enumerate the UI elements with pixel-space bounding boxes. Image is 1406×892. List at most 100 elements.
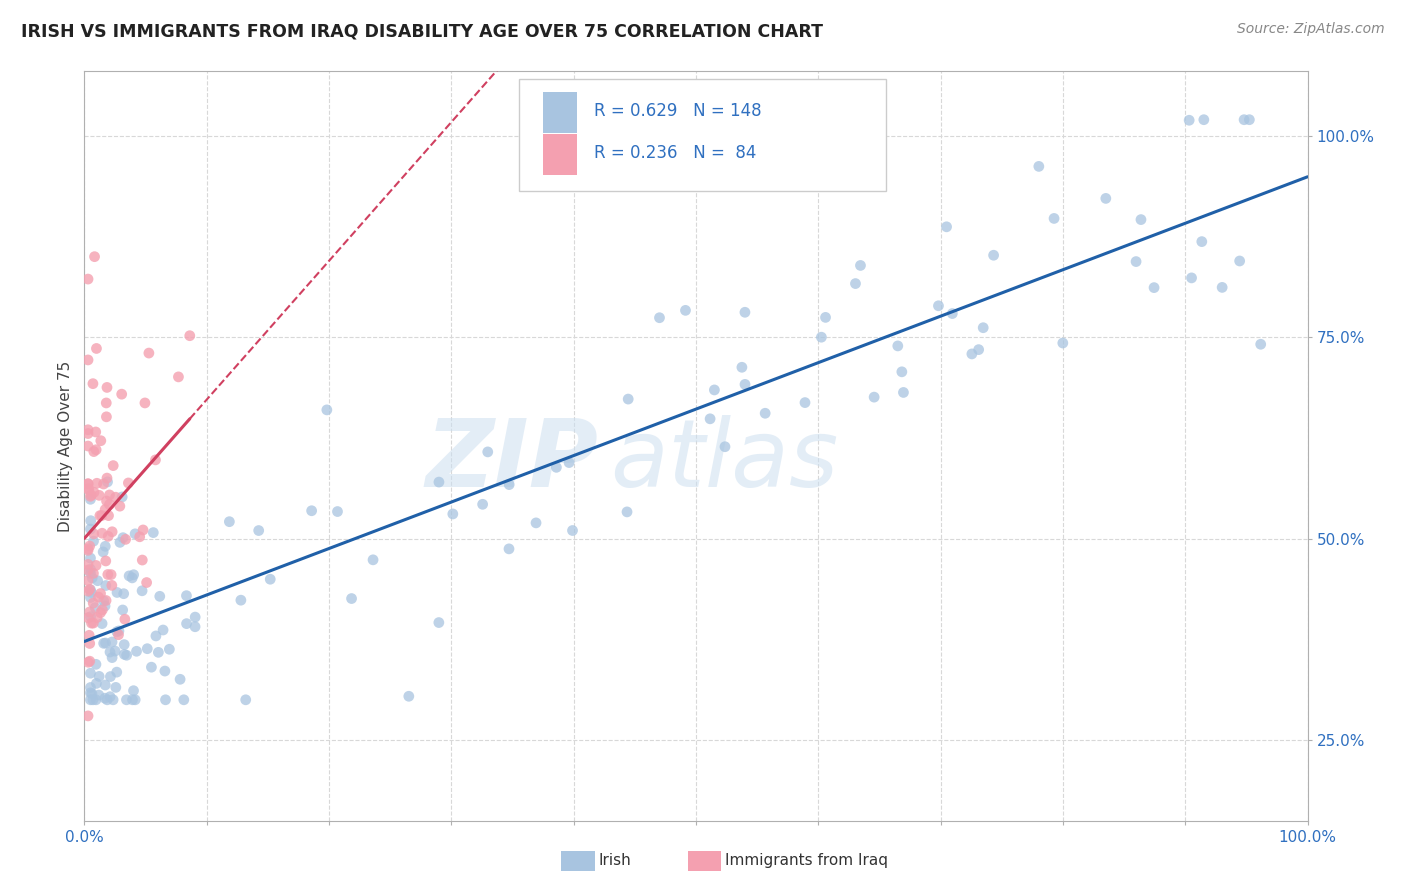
Point	[104, 681, 127, 695]
Point	[77, 439, 100, 453]
Point	[100, 669, 122, 683]
Point	[104, 644, 127, 658]
Point	[315, 403, 337, 417]
Point	[97, 567, 120, 582]
Point	[1143, 280, 1166, 294]
Point	[101, 693, 124, 707]
Point	[1028, 160, 1050, 174]
Point	[131, 583, 153, 598]
Point	[111, 603, 134, 617]
Point	[1229, 254, 1251, 268]
Text: Irish: Irish	[599, 854, 631, 868]
Point	[173, 693, 195, 707]
Point	[247, 524, 270, 538]
Point	[972, 320, 994, 334]
Point	[93, 594, 115, 608]
FancyBboxPatch shape	[519, 78, 886, 191]
Point	[94, 502, 117, 516]
Point	[79, 566, 101, 581]
Point	[810, 330, 832, 344]
Point	[1233, 112, 1256, 127]
Point	[79, 605, 101, 619]
Point	[1125, 254, 1147, 268]
Point	[1211, 280, 1233, 294]
Point	[83, 250, 105, 264]
Point	[86, 574, 108, 588]
Point	[498, 541, 520, 556]
Point	[77, 482, 100, 496]
Text: R = 0.236   N =  84: R = 0.236 N = 84	[595, 144, 756, 162]
Point	[893, 385, 915, 400]
Point	[83, 444, 105, 458]
Point	[427, 475, 450, 489]
Point	[427, 615, 450, 630]
Point	[699, 412, 721, 426]
Point	[184, 620, 207, 634]
Text: Source: ZipAtlas.com: Source: ZipAtlas.com	[1237, 22, 1385, 37]
Point	[141, 660, 163, 674]
Point	[108, 535, 131, 549]
Point	[77, 543, 100, 558]
Point	[125, 644, 148, 658]
Point	[77, 541, 100, 556]
Point	[82, 693, 104, 707]
Point	[108, 624, 131, 638]
Point	[138, 346, 160, 360]
Point	[128, 530, 150, 544]
Point	[80, 585, 103, 599]
Point	[84, 558, 107, 573]
Point	[115, 648, 138, 663]
Point	[155, 693, 177, 707]
Point	[863, 390, 886, 404]
Point	[524, 516, 547, 530]
Point	[86, 476, 108, 491]
Text: R = 0.629   N = 148: R = 0.629 N = 148	[595, 102, 762, 120]
Point	[107, 628, 129, 642]
Point	[115, 693, 138, 707]
Point	[79, 539, 101, 553]
Point	[94, 539, 117, 553]
Point	[731, 360, 754, 375]
Point	[90, 434, 112, 448]
Point	[734, 377, 756, 392]
Text: Immigrants from Iraq: Immigrants from Iraq	[725, 854, 889, 868]
Point	[648, 310, 671, 325]
Point	[184, 610, 207, 624]
Point	[89, 606, 111, 620]
Point	[79, 681, 101, 695]
Point	[79, 686, 101, 700]
Point	[1191, 235, 1213, 249]
Point	[131, 553, 153, 567]
Point	[935, 219, 957, 234]
Point	[111, 387, 134, 401]
Point	[104, 490, 127, 504]
Point	[77, 477, 100, 491]
Point	[96, 396, 118, 410]
Point	[79, 492, 101, 507]
Point	[967, 343, 990, 357]
Point	[441, 507, 464, 521]
Point	[101, 524, 124, 539]
Point	[111, 531, 134, 545]
Point	[112, 587, 135, 601]
Point	[89, 508, 111, 523]
Point	[179, 328, 201, 343]
Point	[114, 533, 136, 547]
Point	[86, 342, 108, 356]
Point	[89, 669, 111, 683]
Point	[82, 376, 104, 391]
Point	[105, 665, 128, 680]
Point	[97, 508, 120, 523]
Point	[79, 636, 101, 650]
Point	[79, 609, 101, 624]
Point	[142, 525, 165, 540]
Point	[79, 693, 101, 707]
Point	[91, 545, 114, 559]
Point	[229, 593, 252, 607]
Point	[235, 693, 257, 707]
Point	[546, 460, 568, 475]
Point	[132, 523, 155, 537]
Point	[77, 563, 100, 577]
Point	[398, 690, 420, 704]
Point	[77, 353, 100, 368]
